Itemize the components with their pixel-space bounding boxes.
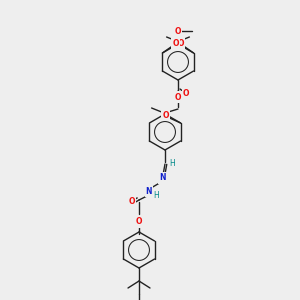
Text: N: N xyxy=(159,173,165,182)
Text: O: O xyxy=(177,38,184,47)
Text: H: H xyxy=(153,190,159,200)
Text: O: O xyxy=(162,110,169,119)
Text: H: H xyxy=(169,158,175,167)
Text: O: O xyxy=(175,26,181,35)
Text: O: O xyxy=(136,218,142,226)
Text: N: N xyxy=(146,187,152,196)
Text: O: O xyxy=(129,196,135,206)
Text: O: O xyxy=(183,89,189,98)
Text: O: O xyxy=(175,92,181,101)
Text: O: O xyxy=(172,38,179,47)
